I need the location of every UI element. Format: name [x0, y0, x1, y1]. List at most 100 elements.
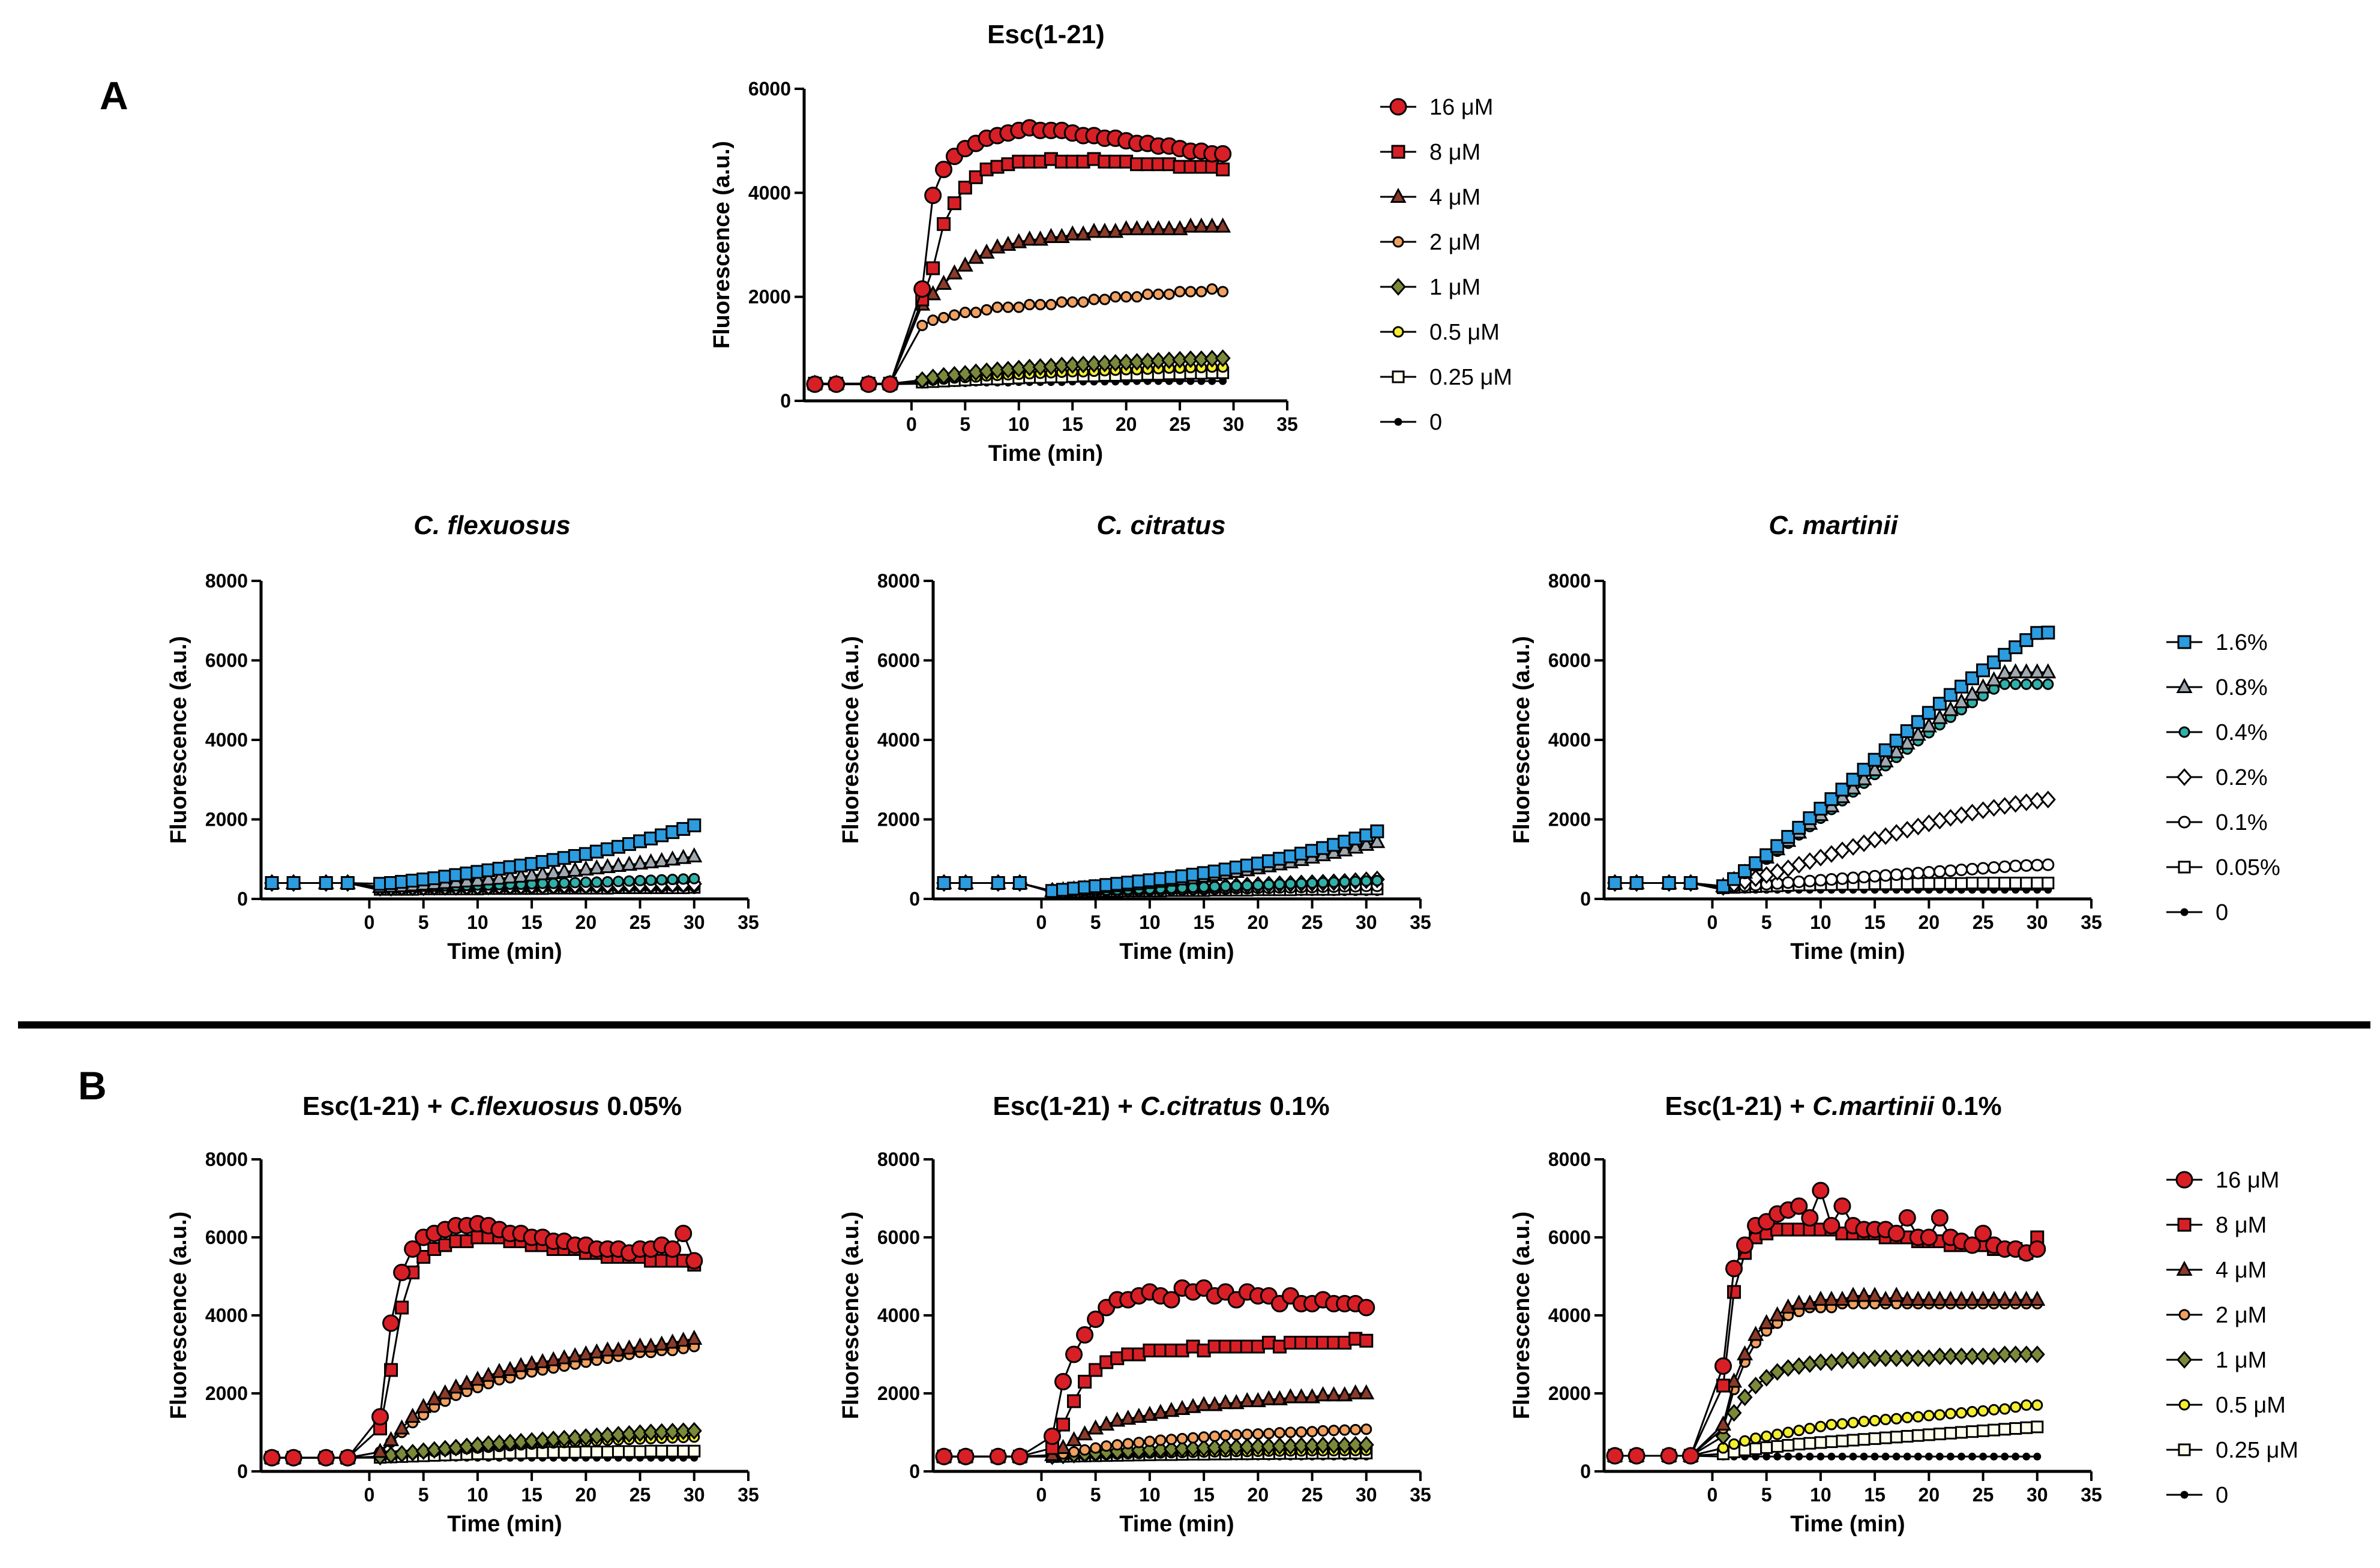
- data-point: [957, 1447, 975, 1465]
- series-1.6%: [1608, 625, 2055, 894]
- data-point: [1867, 1349, 1883, 1368]
- data-point: [1171, 220, 1188, 235]
- data-point: [1284, 1426, 1296, 1438]
- legend-marker: [2178, 1443, 2191, 1456]
- x-tick-label: 35: [1410, 1484, 1431, 1506]
- legend-label: 0.05%: [2216, 855, 2280, 880]
- legend-marker: [2178, 726, 2190, 738]
- data-point: [1758, 1314, 1775, 1329]
- y-tick-label: 6000: [877, 1227, 920, 1248]
- data-point: [1887, 1225, 1905, 1242]
- data-point: [1888, 743, 1905, 758]
- data-point: [1215, 217, 1231, 233]
- data-point: [1900, 724, 1914, 738]
- data-point: [634, 1445, 647, 1458]
- data-point: [1933, 1428, 1946, 1441]
- legend-marker: [2180, 908, 2189, 916]
- data-point: [1359, 1333, 1374, 1348]
- data-point: [1326, 1436, 1342, 1455]
- data-point: [1207, 1438, 1223, 1457]
- y-tick-label: 6000: [1548, 650, 1591, 671]
- data-point: [1838, 1452, 1847, 1461]
- x-tick-label: 35: [738, 912, 759, 933]
- data-point: [1823, 1290, 1840, 1306]
- data-point: [2018, 1345, 2034, 1363]
- data-point: [1998, 877, 2012, 889]
- data-point: [1241, 1428, 1253, 1440]
- data-point: [502, 1434, 518, 1452]
- data-point: [1856, 1287, 1872, 1302]
- data-point: [534, 1353, 551, 1368]
- data-point: [1606, 1447, 1624, 1465]
- data-point: [601, 876, 613, 888]
- x-tick-label: 25: [1973, 1484, 1994, 1506]
- data-point: [2020, 859, 2033, 872]
- data-point: [1879, 869, 1892, 882]
- data-point: [1931, 1209, 1949, 1227]
- data-point: [1079, 1444, 1091, 1456]
- x-tick-label: 30: [1223, 413, 1245, 435]
- data-point: [1217, 286, 1229, 298]
- legend-marker: [1394, 418, 1402, 426]
- y-tick-label: 0: [237, 1461, 248, 1482]
- data-point: [1629, 876, 1644, 890]
- data-point: [1793, 876, 1806, 889]
- data-point: [926, 261, 940, 275]
- data-point: [1339, 1424, 1351, 1436]
- data-point: [1350, 876, 1362, 888]
- data-point: [1089, 1363, 1103, 1377]
- data-point: [1898, 1209, 1916, 1227]
- data-point: [1987, 655, 2001, 670]
- data-point: [1726, 1404, 1742, 1422]
- data-point: [1293, 1437, 1309, 1455]
- data-point: [935, 160, 953, 178]
- data-point: [1965, 671, 1980, 685]
- data-point: [2010, 1401, 2022, 1413]
- data-point: [1782, 1426, 1794, 1438]
- data-point: [643, 1423, 659, 1441]
- data-point: [621, 855, 638, 871]
- chart-title-part: 0.1%: [1934, 1092, 2002, 1121]
- legend-item: 8 μM: [1380, 140, 1480, 165]
- legend-item: 1.6%: [2166, 630, 2268, 655]
- data-point: [1075, 225, 1092, 241]
- data-point: [556, 862, 572, 878]
- data-point: [1964, 1347, 1980, 1366]
- data-point: [1977, 862, 1990, 875]
- panel-label-b: B: [78, 1063, 107, 1108]
- data-point: [557, 1446, 571, 1459]
- data-point: [1856, 770, 1872, 786]
- x-tick-label: 20: [575, 912, 597, 933]
- data-point: [1747, 1326, 1764, 1341]
- data-point: [2031, 678, 2043, 690]
- data-point: [1935, 1452, 1944, 1461]
- data-point: [1230, 1429, 1242, 1441]
- data-point: [1241, 879, 1253, 891]
- data-point: [990, 361, 1005, 379]
- data-point: [1727, 1285, 1741, 1299]
- data-point: [600, 1426, 616, 1444]
- x-axis-label: Time (min): [1119, 1512, 1234, 1537]
- legend-label: 0.25 μM: [1429, 365, 1512, 390]
- data-point: [1998, 860, 2012, 873]
- data-point: [1868, 870, 1881, 883]
- data-point: [621, 1425, 637, 1443]
- x-tick-label: 15: [521, 1484, 542, 1506]
- data-point: [1054, 356, 1070, 374]
- data-point: [1922, 1428, 1935, 1441]
- data-point: [1922, 877, 1935, 890]
- y-tick-label: 4000: [1548, 729, 1591, 751]
- data-point: [1139, 220, 1156, 235]
- data-point: [1793, 1438, 1806, 1450]
- data-point: [1974, 1225, 1992, 1242]
- x-tick-label: 35: [1276, 413, 1298, 435]
- y-tick-label: 6000: [877, 650, 920, 671]
- legend-label: 0: [2216, 1483, 2228, 1508]
- data-point: [1067, 1394, 1081, 1408]
- data-point: [1056, 1417, 1071, 1432]
- x-tick-label: 10: [1139, 1484, 1161, 1506]
- data-point: [1846, 772, 1860, 787]
- data-point: [1749, 1442, 1762, 1455]
- data-point: [415, 1398, 432, 1413]
- data-point: [881, 375, 899, 393]
